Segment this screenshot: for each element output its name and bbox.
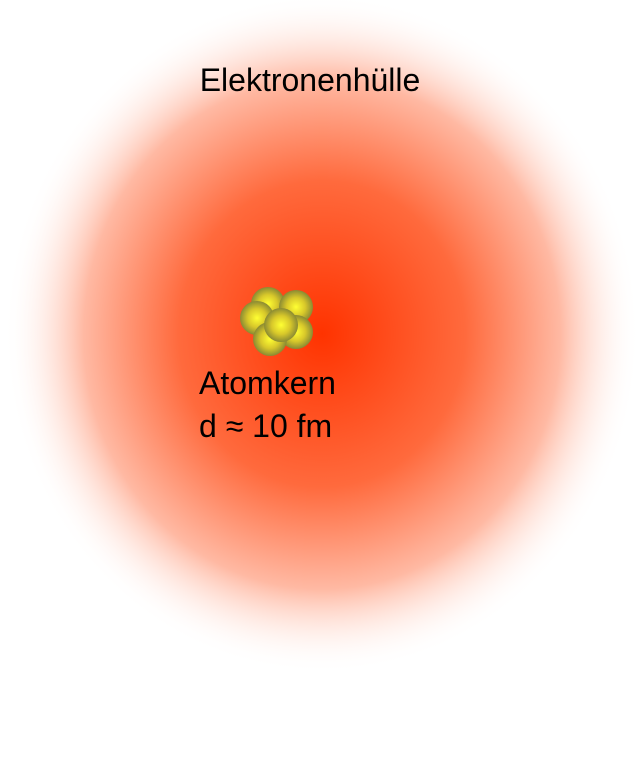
nucleus — [240, 287, 313, 356]
diameter-label: d ≈ 10 fm — [199, 408, 332, 444]
shell-label: Elektronenhülle — [200, 62, 421, 98]
electron-shell — [4, 0, 640, 674]
nucleon — [264, 308, 298, 342]
nucleus-label: Atomkern — [199, 365, 336, 401]
